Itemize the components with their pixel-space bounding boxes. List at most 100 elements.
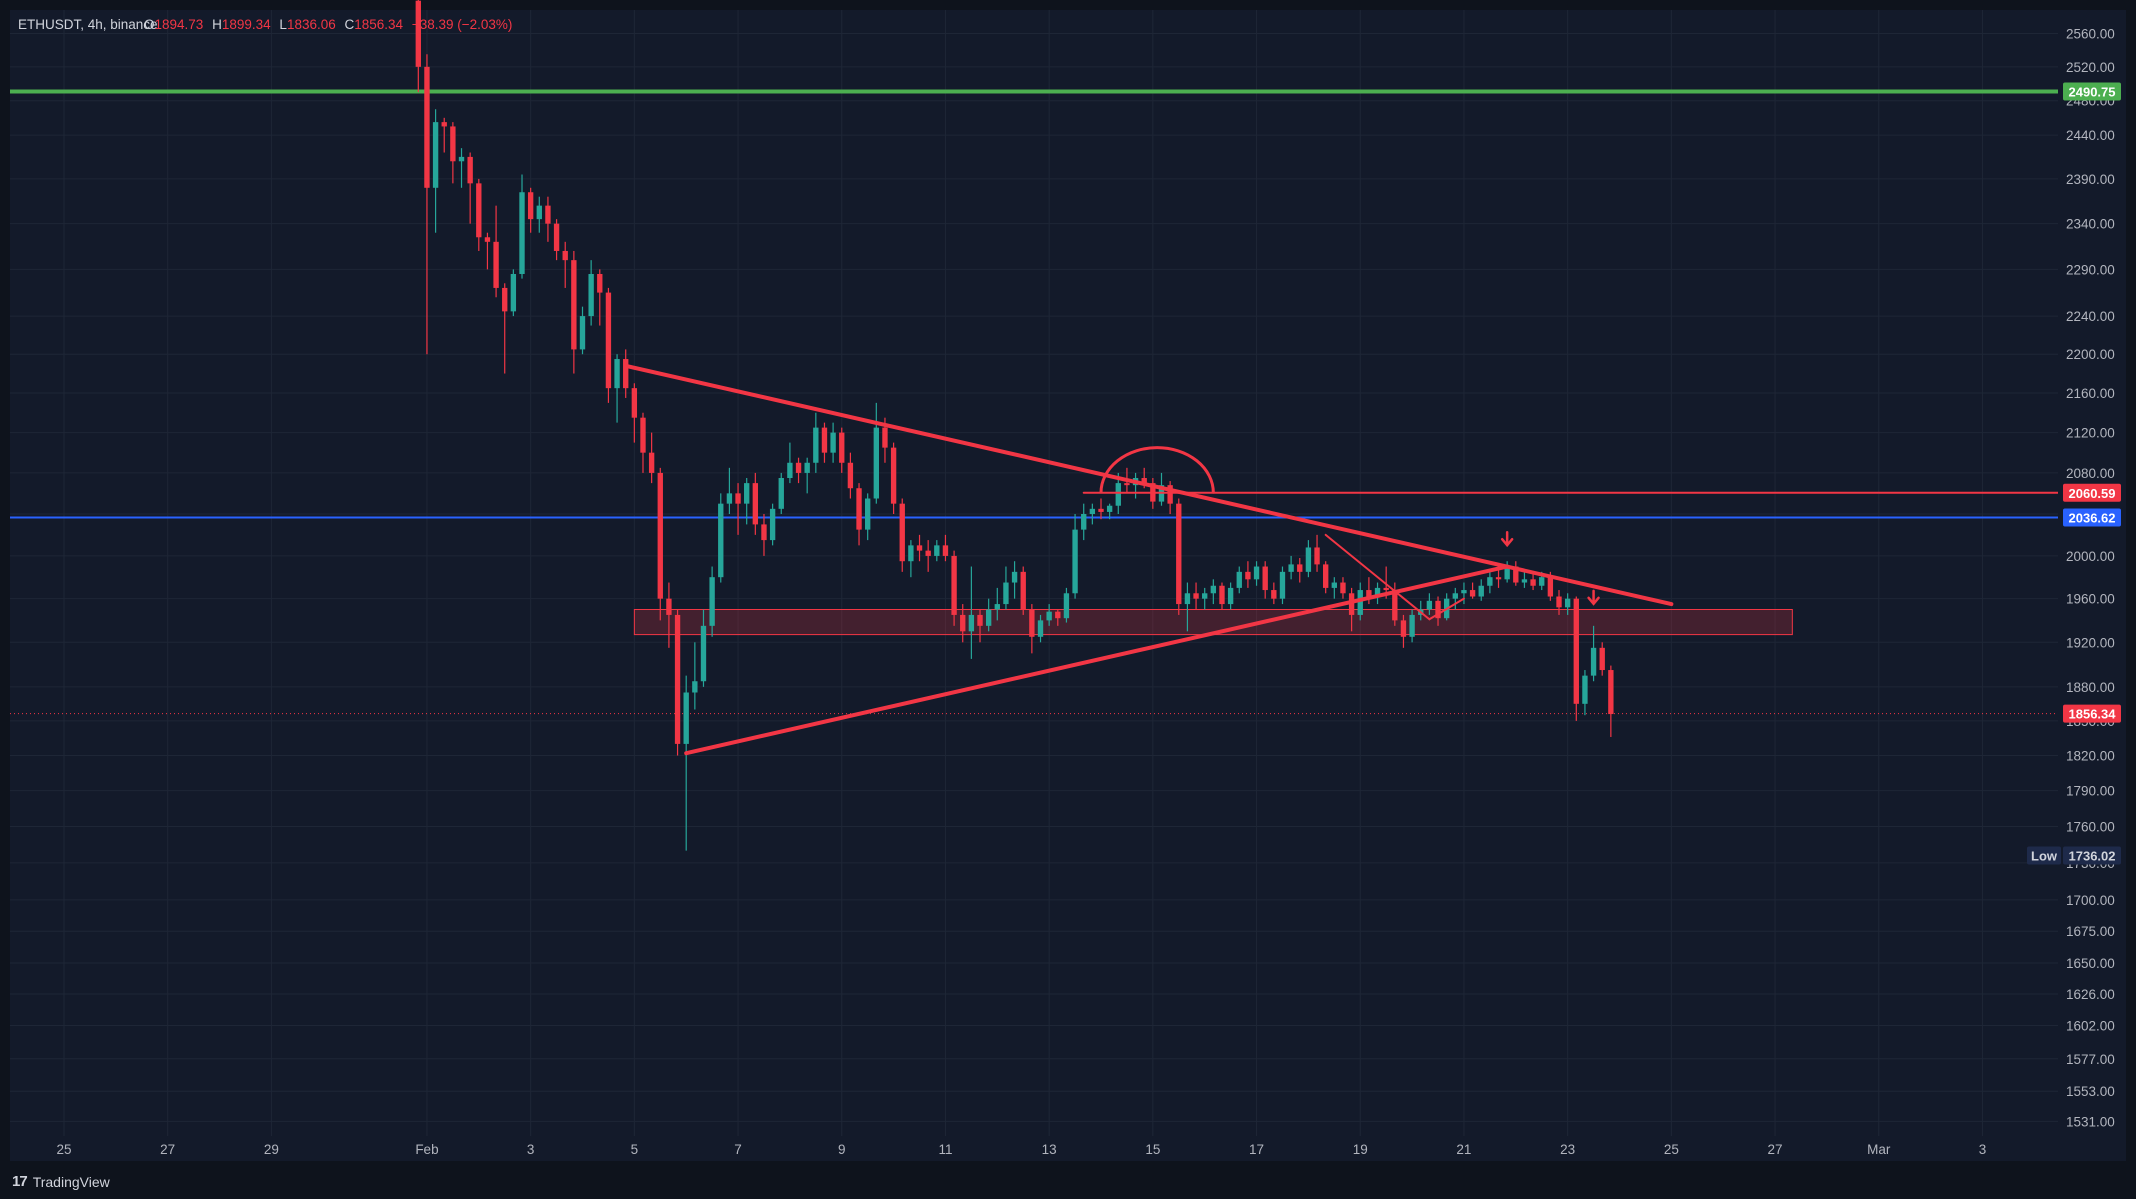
trendline[interactable]	[623, 363, 1674, 607]
candle[interactable]	[605, 287, 612, 403]
candle[interactable]	[683, 675, 689, 851]
candle[interactable]	[657, 467, 663, 621]
candle[interactable]	[1452, 587, 1458, 610]
candle[interactable]	[458, 148, 465, 188]
candle[interactable]	[1297, 558, 1303, 583]
candle[interactable]	[968, 566, 975, 659]
candle[interactable]	[1184, 582, 1191, 632]
candle[interactable]	[1564, 593, 1571, 615]
candle[interactable]	[899, 498, 905, 572]
candle[interactable]	[562, 241, 568, 288]
candle[interactable]	[1210, 579, 1217, 605]
candle[interactable]	[648, 432, 655, 484]
trendline[interactable]	[684, 564, 1510, 756]
candle[interactable]	[1400, 614, 1407, 648]
candle[interactable]	[1279, 566, 1286, 605]
candle[interactable]	[502, 283, 508, 374]
candle[interactable]	[1314, 534, 1320, 572]
candle[interactable]	[1167, 481, 1173, 515]
candle[interactable]	[1227, 582, 1234, 610]
candle[interactable]	[415, 0, 421, 93]
candle[interactable]	[873, 402, 879, 504]
tradingview-branding[interactable]: 17 TradingView	[12, 1173, 110, 1190]
down-arrow-icon[interactable]	[1500, 530, 1514, 548]
candle[interactable]	[1599, 642, 1605, 676]
candle[interactable]	[484, 232, 491, 270]
time-axis-area[interactable]	[10, 1136, 2126, 1161]
candle[interactable]	[536, 196, 542, 233]
candle[interactable]	[951, 550, 957, 626]
candle[interactable]	[847, 452, 854, 499]
candle[interactable]	[1556, 590, 1562, 615]
candle[interactable]	[1011, 561, 1018, 599]
candle[interactable]	[1202, 587, 1208, 610]
trendline[interactable]	[1428, 597, 1465, 621]
candle[interactable]	[778, 472, 784, 515]
candle[interactable]	[450, 122, 456, 184]
candle[interactable]	[709, 566, 715, 637]
candle[interactable]	[1219, 582, 1225, 610]
candle[interactable]	[735, 483, 741, 535]
candle[interactable]	[571, 250, 577, 374]
candle[interactable]	[1521, 571, 1528, 588]
candle[interactable]	[1487, 571, 1493, 594]
candle[interactable]	[553, 219, 560, 261]
candle[interactable]	[1392, 582, 1398, 626]
candle[interactable]	[994, 587, 1000, 621]
candle[interactable]	[1098, 498, 1104, 520]
candle[interactable]	[424, 54, 430, 355]
candle[interactable]	[985, 598, 992, 632]
candle[interactable]	[579, 306, 586, 355]
candle[interactable]	[1176, 498, 1182, 615]
candle[interactable]	[769, 503, 776, 546]
candle[interactable]	[493, 205, 499, 298]
candle[interactable]	[1253, 561, 1260, 586]
candle[interactable]	[1288, 555, 1294, 580]
symbol-label[interactable]: ETHUSDT, 4h, binance	[18, 17, 158, 32]
candle[interactable]	[623, 349, 629, 398]
candle[interactable]	[467, 152, 473, 224]
candle[interactable]	[432, 109, 439, 233]
candle[interactable]	[510, 269, 517, 317]
candle[interactable]	[1323, 561, 1329, 594]
candle[interactable]	[1348, 587, 1355, 632]
candle[interactable]	[752, 472, 759, 535]
plot-area[interactable]	[10, 10, 2058, 1136]
candle[interactable]	[519, 174, 525, 279]
candle[interactable]	[1513, 561, 1519, 586]
candle[interactable]	[1003, 566, 1009, 610]
candle[interactable]	[1426, 593, 1433, 615]
candle[interactable]	[674, 609, 681, 756]
candle[interactable]	[942, 534, 949, 562]
candle[interactable]	[718, 493, 724, 583]
candle[interactable]	[977, 609, 983, 643]
low-marker[interactable]: Low 1736.02	[2027, 846, 2121, 865]
price-axis-area[interactable]	[2058, 10, 2126, 1136]
candle[interactable]	[1236, 566, 1242, 594]
candle[interactable]	[692, 642, 698, 710]
candle[interactable]	[1409, 609, 1415, 643]
candle[interactable]	[1020, 566, 1026, 615]
candle[interactable]	[916, 534, 923, 562]
candle[interactable]	[1106, 503, 1113, 520]
candle[interactable]	[614, 354, 620, 423]
candle[interactable]	[1029, 604, 1035, 654]
candle[interactable]	[830, 422, 836, 463]
candle[interactable]	[1478, 579, 1484, 601]
candle[interactable]	[813, 412, 819, 473]
price-tag[interactable]: 2060.59	[2063, 483, 2121, 502]
candle[interactable]	[795, 457, 802, 484]
candle[interactable]	[925, 540, 931, 572]
candle[interactable]	[1305, 540, 1312, 578]
price-tag[interactable]: 1856.34	[2063, 704, 2121, 723]
candle[interactable]	[1193, 582, 1199, 610]
candle[interactable]	[804, 457, 810, 494]
candle[interactable]	[640, 412, 646, 473]
candle[interactable]	[960, 604, 966, 643]
candle[interactable]	[1055, 609, 1061, 626]
candle[interactable]	[1037, 614, 1044, 643]
candle[interactable]	[666, 582, 672, 648]
candle[interactable]	[821, 422, 828, 463]
candle[interactable]	[1461, 582, 1467, 605]
